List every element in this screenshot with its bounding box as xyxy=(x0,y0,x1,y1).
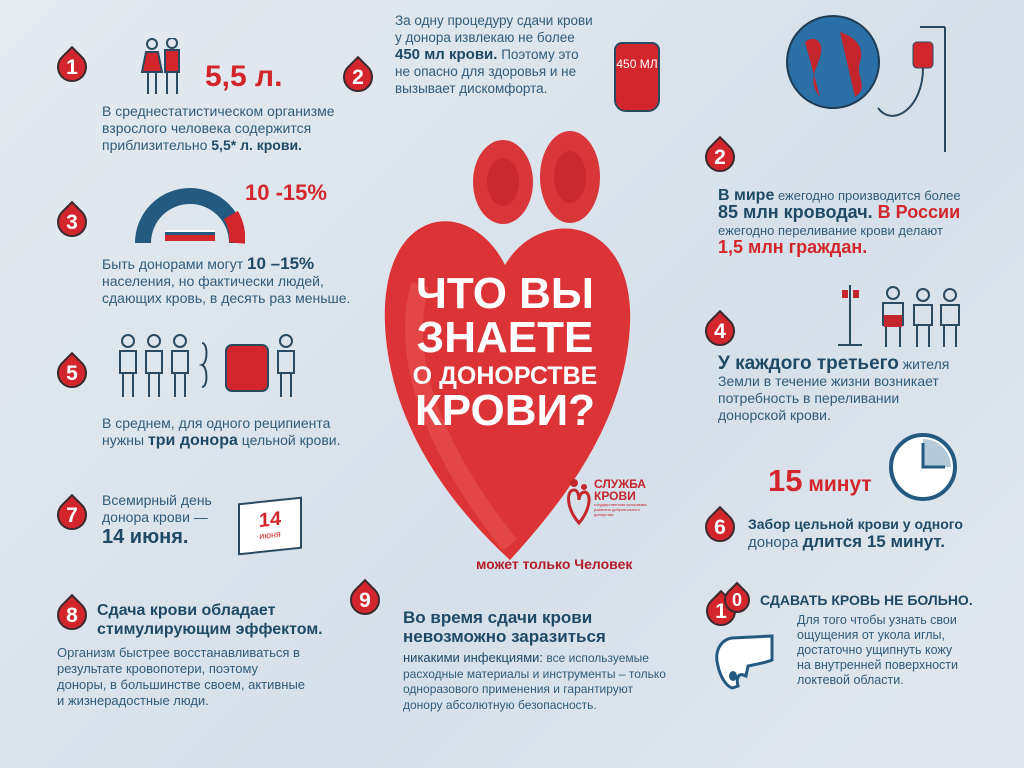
people-icon xyxy=(140,38,180,94)
three-donors-icon xyxy=(119,334,295,397)
blood-volume: 5,5 л. xyxy=(205,60,283,93)
fact6-bold: длится 15 минут. xyxy=(802,532,945,551)
fact2r-bold: 85 млн кроводач. xyxy=(718,202,873,222)
fact9-heading: Во время сдачи крови xyxy=(403,608,593,627)
fact7-line: Всемирный день xyxy=(102,492,212,508)
fact7-line: донора крови — xyxy=(102,509,208,525)
minutes-unit: минут xyxy=(802,473,872,496)
calendar-icon: 14 июня xyxy=(238,496,302,556)
blood-bag-icon: 450 МЛ xyxy=(614,42,660,112)
fact2-line: Поэтому это xyxy=(497,47,579,62)
logo-line-2: КРОВИ xyxy=(594,489,636,503)
logo: СЛУЖБА КРОВИ государственная программа ра… xyxy=(566,478,656,526)
badge-4: 4 xyxy=(698,309,742,353)
fact9-line: одноразового применения и гарантируют xyxy=(403,682,634,696)
fact10-line: локтевой области. xyxy=(797,673,904,687)
title-line-1: ЧТО ВЫ xyxy=(416,269,594,318)
badge-2-right: 2 xyxy=(698,135,742,179)
fact2-line: не опасно для здоровья и не xyxy=(395,64,577,79)
fact2r-red: 1,5 млн граждан. xyxy=(718,237,868,257)
fact2r-text: ежегодно переливание крови делают xyxy=(718,223,943,238)
fact9-line: донору абсолютную безопасность. xyxy=(403,697,597,712)
fact8-line: результате кровопотери, поэтому xyxy=(57,661,259,676)
pinch-hand-icon xyxy=(715,634,774,690)
fact9-line: все используемые xyxy=(543,651,649,665)
fact2-line: вызывает дискомфорта. xyxy=(395,81,548,96)
globe-transfusion-icon xyxy=(786,15,946,152)
fact9-line: расходные материалы и инструменты – толь… xyxy=(403,666,666,681)
fact5-post: цельной крови. xyxy=(237,432,341,448)
fact4-line: потребность в переливании xyxy=(718,390,900,406)
fact3-line: сдающих кровь, в десять раз меньше. xyxy=(102,290,351,306)
fact3-bold: 10 –15% xyxy=(247,254,315,273)
badge-8: 8 xyxy=(50,593,94,637)
fact1-line: В среднестатистическом организме xyxy=(102,103,335,119)
fact2-line: За одну процедуру сдачи крови xyxy=(395,13,593,28)
fact2r-red: В России xyxy=(872,202,961,222)
fact10-line: на внутренней поверхности xyxy=(797,658,959,672)
clock-icon xyxy=(889,433,957,501)
fact4-line: донорской крови. xyxy=(718,407,831,423)
fact10-line: достаточно ущипнуть кожу xyxy=(797,643,953,657)
fact8-line: и жизнерадостные люди. xyxy=(57,693,209,708)
logo-small: государственная программа развития добро… xyxy=(594,502,647,517)
logo-line-1: СЛУЖБА xyxy=(594,477,646,491)
fact5-line: В среднем, для одного реципиента xyxy=(102,415,331,431)
fact6-pre: донора xyxy=(748,534,803,551)
badge-1: 1 xyxy=(50,45,94,89)
fact8-heading: Сдача крови обладает xyxy=(97,602,276,619)
fact4-bold: У каждого третьего xyxy=(718,353,899,374)
fact9-heading: невозможно заразиться xyxy=(403,627,606,646)
fact10-line: Для того чтобы узнать свои xyxy=(797,613,957,627)
fact1-bold: 5,5* л. крови. xyxy=(211,137,302,153)
fact7-bold: 14 июня. xyxy=(102,526,189,548)
fact8-line: доноры, в большинстве своем, активные xyxy=(57,677,306,692)
gauge-icon xyxy=(135,188,245,244)
fact6-line: Забор цельной крови у одного xyxy=(748,516,963,532)
title-line-2: ЗНАЕТЕ xyxy=(416,313,594,362)
fact4-line: Земли в течение жизни возникает xyxy=(718,373,939,389)
fact1-line: взрослого человека содержится xyxy=(102,120,312,136)
fact2-line: у донора извлекаю не более xyxy=(395,30,575,45)
fact9-lead: никакими инфекциями: xyxy=(403,650,544,665)
fact2r-text: ежегодно производится более xyxy=(774,188,961,203)
title-line-4: КРОВИ? xyxy=(414,386,596,435)
fact10-line: ощущения от укола иглы, xyxy=(797,628,945,642)
heart-illustration xyxy=(384,131,631,560)
transfusion-people-icon xyxy=(838,285,960,347)
fact1-pre: приблизительно xyxy=(102,137,212,153)
badge-7: 7 xyxy=(50,493,94,537)
fact8-line: Организм быстрее восстанавливаться в xyxy=(57,645,300,660)
donor-percent: 10 -15% xyxy=(245,180,327,205)
fact4-line: жителя xyxy=(898,356,950,372)
slogan: может только Человек xyxy=(476,556,633,572)
badge-3: 3 xyxy=(50,200,94,244)
fact5-pre: нужны xyxy=(102,432,148,448)
fact5-bold: три донора xyxy=(147,432,238,449)
fact3-line: населения, но фактически людей, xyxy=(102,273,324,289)
fact10-heading: СДАВАТЬ КРОВЬ НЕ БОЛЬНО. xyxy=(760,592,973,608)
fact8-heading: стимулирующим эффектом. xyxy=(97,621,323,638)
badge-6: 6 xyxy=(698,505,742,549)
badge-9: 9 xyxy=(343,578,387,622)
minutes-number: 15 xyxy=(768,463,803,498)
fact2-bold: 450 мл крови. xyxy=(395,46,498,63)
badge-2: 2 xyxy=(336,55,380,99)
title-line-3: О ДОНОРСТВЕ xyxy=(412,362,598,390)
fact2r-bold: В мире xyxy=(718,187,775,204)
fact3-pre: Быть донорами могут xyxy=(102,256,248,272)
badge-5: 5 xyxy=(50,351,94,395)
